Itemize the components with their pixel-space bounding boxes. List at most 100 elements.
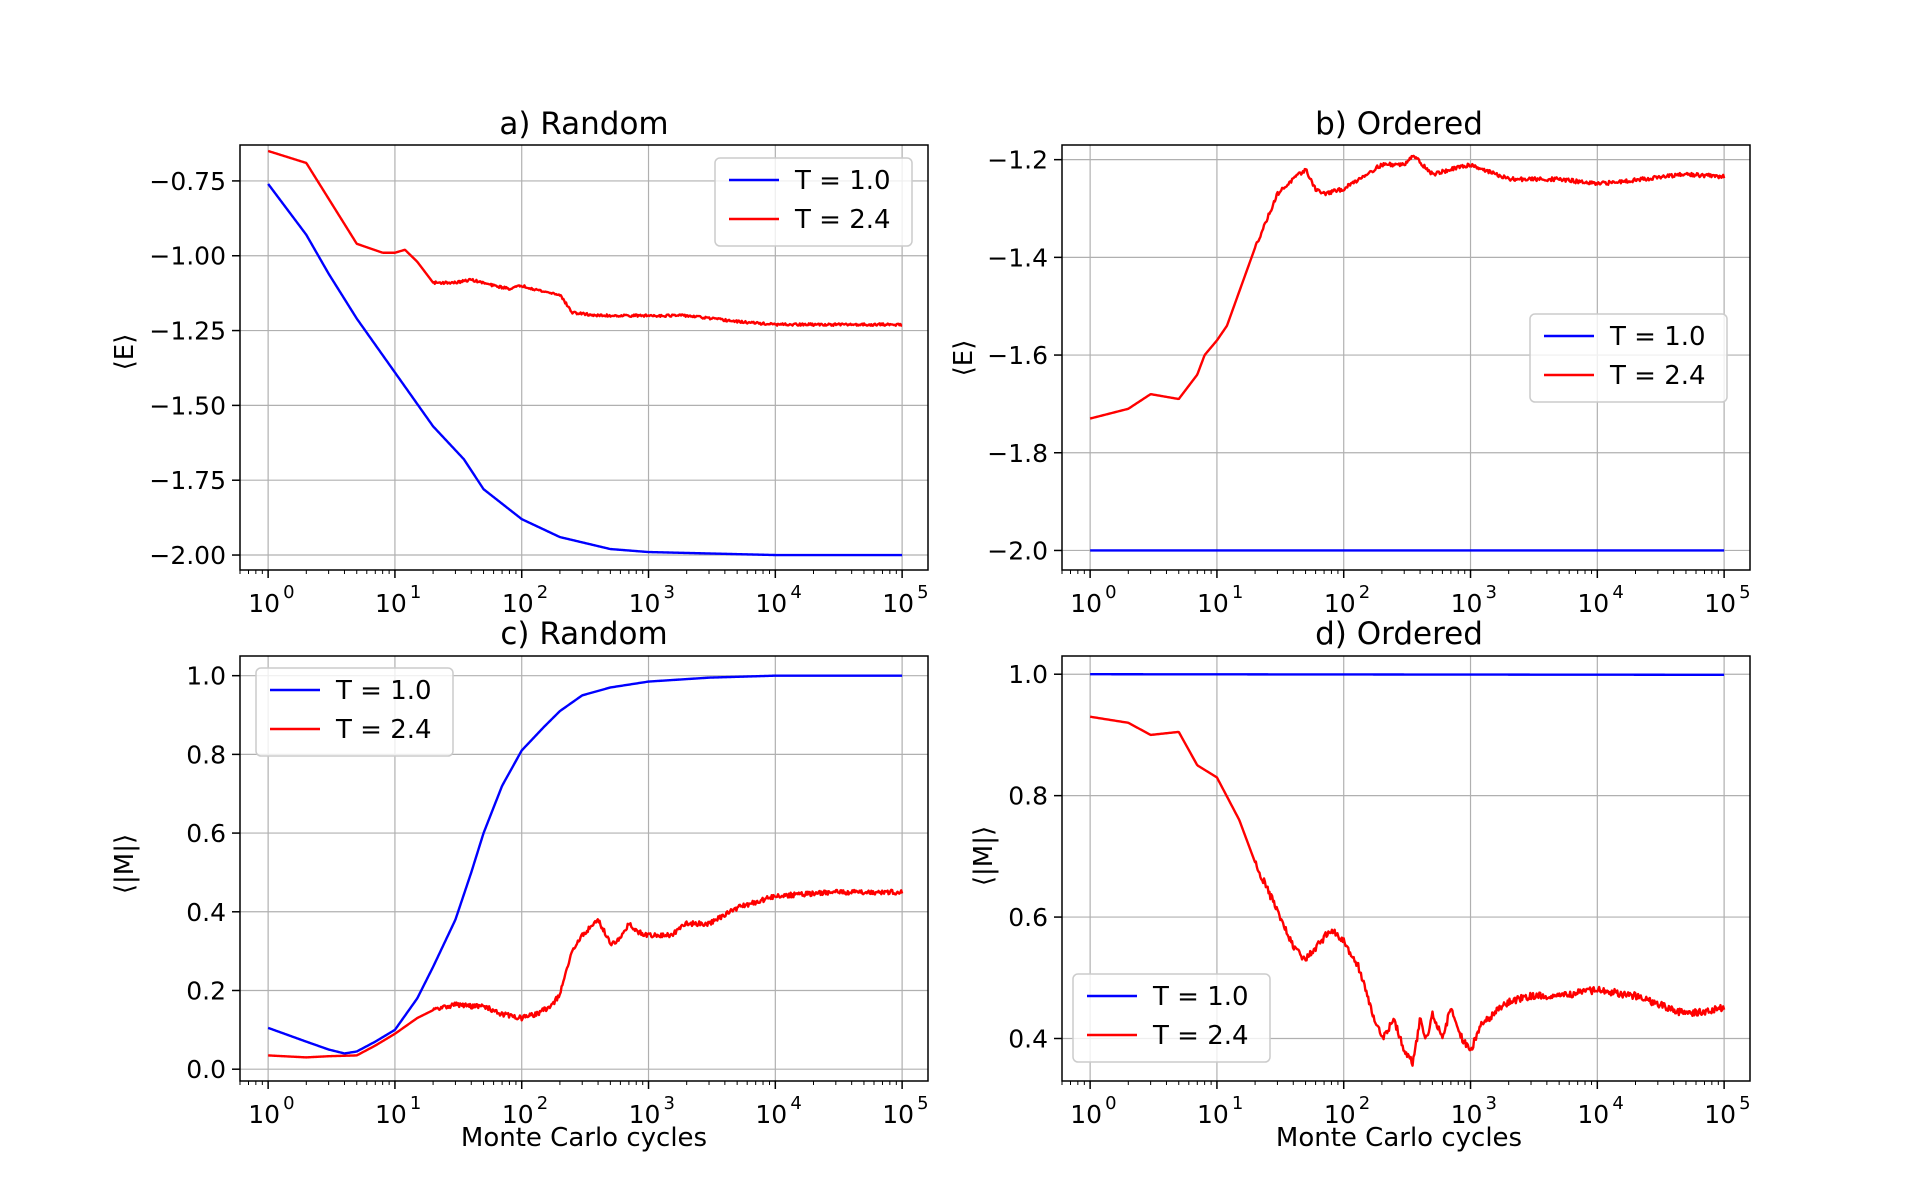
x-tick-exponent: 3 [1486, 582, 1497, 603]
x-tick-exponent: 5 [917, 1093, 928, 1114]
legend: T = 1.0 T = 2.4 [714, 157, 913, 247]
x-axis-label: Monte Carlo cycles [461, 1123, 707, 1153]
series-line-t1 [1089, 673, 1725, 677]
x-tick-exponent: 4 [1612, 1093, 1623, 1114]
x-tick-exponent: 4 [790, 1093, 801, 1114]
x-tick-label: 10 [1070, 589, 1102, 618]
series-line-t24 [1089, 715, 1726, 1067]
legend-label-t24: T = 2.4 [335, 715, 432, 745]
x-tick-exponent: 1 [1232, 582, 1243, 603]
y-axis-label: ⟨E⟩ [110, 334, 140, 371]
y-tick-label: −1.6 [987, 341, 1048, 370]
panel-title: b) Ordered [1315, 106, 1483, 142]
x-tick-label: 10 [1704, 1100, 1736, 1129]
axes-frame [239, 144, 929, 571]
x-tick-exponent: 2 [1359, 582, 1370, 603]
panel-c: 10 0 10 1 10 2 10 3 10 4 10 50.00.20.40.60.81.0 c) … [110, 616, 929, 1153]
y-tick-label: −1.8 [987, 439, 1048, 468]
y-tick-label: 0.8 [1008, 782, 1048, 811]
plot-area: 10 0 10 1 10 2 10 3 10 4 10 50.00.20.40.60.81.0 [186, 655, 929, 1129]
legend: T = 1.0 T = 2.4 [255, 667, 454, 757]
axes-frame [239, 655, 929, 1082]
plot-area: 10 0 10 1 10 2 10 3 10 4 10 51.00.80.60.4 [1008, 655, 1751, 1129]
y-tick-label: −2.00 [149, 541, 226, 570]
x-tick-label: 10 [1070, 1100, 1102, 1129]
series-line-t24 [1089, 154, 1726, 420]
y-axis-label: ⟨|M|⟩ [969, 826, 999, 886]
x-tick-label: 10 [1324, 1100, 1356, 1129]
x-tick-exponent: 4 [1612, 582, 1623, 603]
y-tick-label: −1.2 [987, 146, 1048, 175]
panel-d: 10 0 10 1 10 2 10 3 10 4 10 51.00.80.60.4 d) Ordere… [969, 616, 1751, 1153]
axes-frame [1061, 144, 1751, 571]
x-tick-label: 10 [1577, 589, 1609, 618]
y-tick-label: −1.00 [149, 242, 226, 271]
y-axis-label: ⟨|M|⟩ [110, 834, 140, 894]
legend-label-t1: T = 1.0 [1609, 322, 1706, 352]
x-tick-exponent: 0 [1105, 582, 1116, 603]
legend-label-t24: T = 2.4 [1152, 1021, 1249, 1051]
x-axis-label: Monte Carlo cycles [1276, 1123, 1522, 1153]
x-tick-exponent: 0 [283, 1093, 294, 1114]
x-tick-label: 10 [1451, 1100, 1483, 1129]
x-tick-exponent: 2 [1359, 1093, 1370, 1114]
y-tick-label: −1.50 [149, 391, 226, 420]
x-tick-label: 10 [1451, 589, 1483, 618]
panel-title: a) Random [499, 106, 668, 142]
panel-title: d) Ordered [1315, 616, 1483, 652]
legend-label-t1: T = 1.0 [335, 676, 432, 706]
x-tick-label: 10 [882, 1100, 914, 1129]
x-tick-label: 10 [1577, 1100, 1609, 1129]
y-tick-label: −0.75 [149, 167, 226, 196]
y-tick-label: 1.0 [186, 662, 226, 691]
x-tick-label: 10 [1197, 1100, 1229, 1129]
axes-frame [1061, 655, 1751, 1082]
x-tick-exponent: 5 [1739, 582, 1750, 603]
y-tick-label: 0.6 [1008, 903, 1048, 932]
panel-a: 10 0 10 1 10 2 10 3 10 4 10 5−0.75−1.00−1.25−1.50−1… [110, 106, 929, 618]
x-tick-label: 10 [1197, 589, 1229, 618]
series-line-t1 [267, 183, 903, 557]
x-tick-label: 10 [629, 1100, 661, 1129]
panel-b: 10 0 10 1 10 2 10 3 10 4 10 5−1.2−1.4−1.6−1.8−2.0 b… [949, 106, 1751, 618]
y-tick-label: −1.75 [149, 466, 226, 495]
panel-title: c) Random [500, 616, 667, 652]
y-tick-label: 1.0 [1008, 660, 1048, 689]
x-tick-exponent: 3 [664, 1093, 675, 1114]
y-tick-label: 0.2 [186, 976, 226, 1005]
legend-label-t1: T = 1.0 [1152, 982, 1249, 1012]
series-line-t24 [267, 888, 904, 1059]
x-tick-label: 10 [248, 589, 280, 618]
series-line-t24 [267, 149, 903, 327]
legend-label-t1: T = 1.0 [794, 166, 891, 196]
x-tick-exponent: 2 [537, 1093, 548, 1114]
x-tick-label: 10 [502, 589, 534, 618]
legend-label-t24: T = 2.4 [794, 205, 891, 235]
x-tick-label: 10 [502, 1100, 534, 1129]
x-tick-exponent: 3 [664, 582, 675, 603]
x-tick-exponent: 4 [790, 582, 801, 603]
x-tick-exponent: 1 [1232, 1093, 1243, 1114]
x-tick-label: 10 [629, 589, 661, 618]
y-tick-label: 0.0 [186, 1055, 226, 1084]
x-tick-label: 10 [755, 589, 787, 618]
y-axis-label: ⟨E⟩ [949, 340, 979, 377]
x-tick-exponent: 0 [1105, 1093, 1116, 1114]
x-tick-exponent: 5 [917, 582, 928, 603]
legend: T = 1.0 T = 2.4 [1529, 313, 1728, 403]
x-tick-exponent: 1 [410, 582, 421, 603]
legend-label-t24: T = 2.4 [1609, 361, 1706, 391]
x-tick-label: 10 [375, 1100, 407, 1129]
x-tick-label: 10 [882, 589, 914, 618]
x-tick-exponent: 5 [1739, 1093, 1750, 1114]
x-tick-label: 10 [375, 589, 407, 618]
y-tick-label: 0.4 [186, 898, 226, 927]
x-tick-exponent: 1 [410, 1093, 421, 1114]
x-tick-label: 10 [1704, 589, 1736, 618]
y-tick-label: −1.4 [987, 243, 1048, 272]
x-tick-exponent: 2 [537, 582, 548, 603]
x-tick-label: 10 [755, 1100, 787, 1129]
series-line-t1 [267, 674, 903, 1055]
